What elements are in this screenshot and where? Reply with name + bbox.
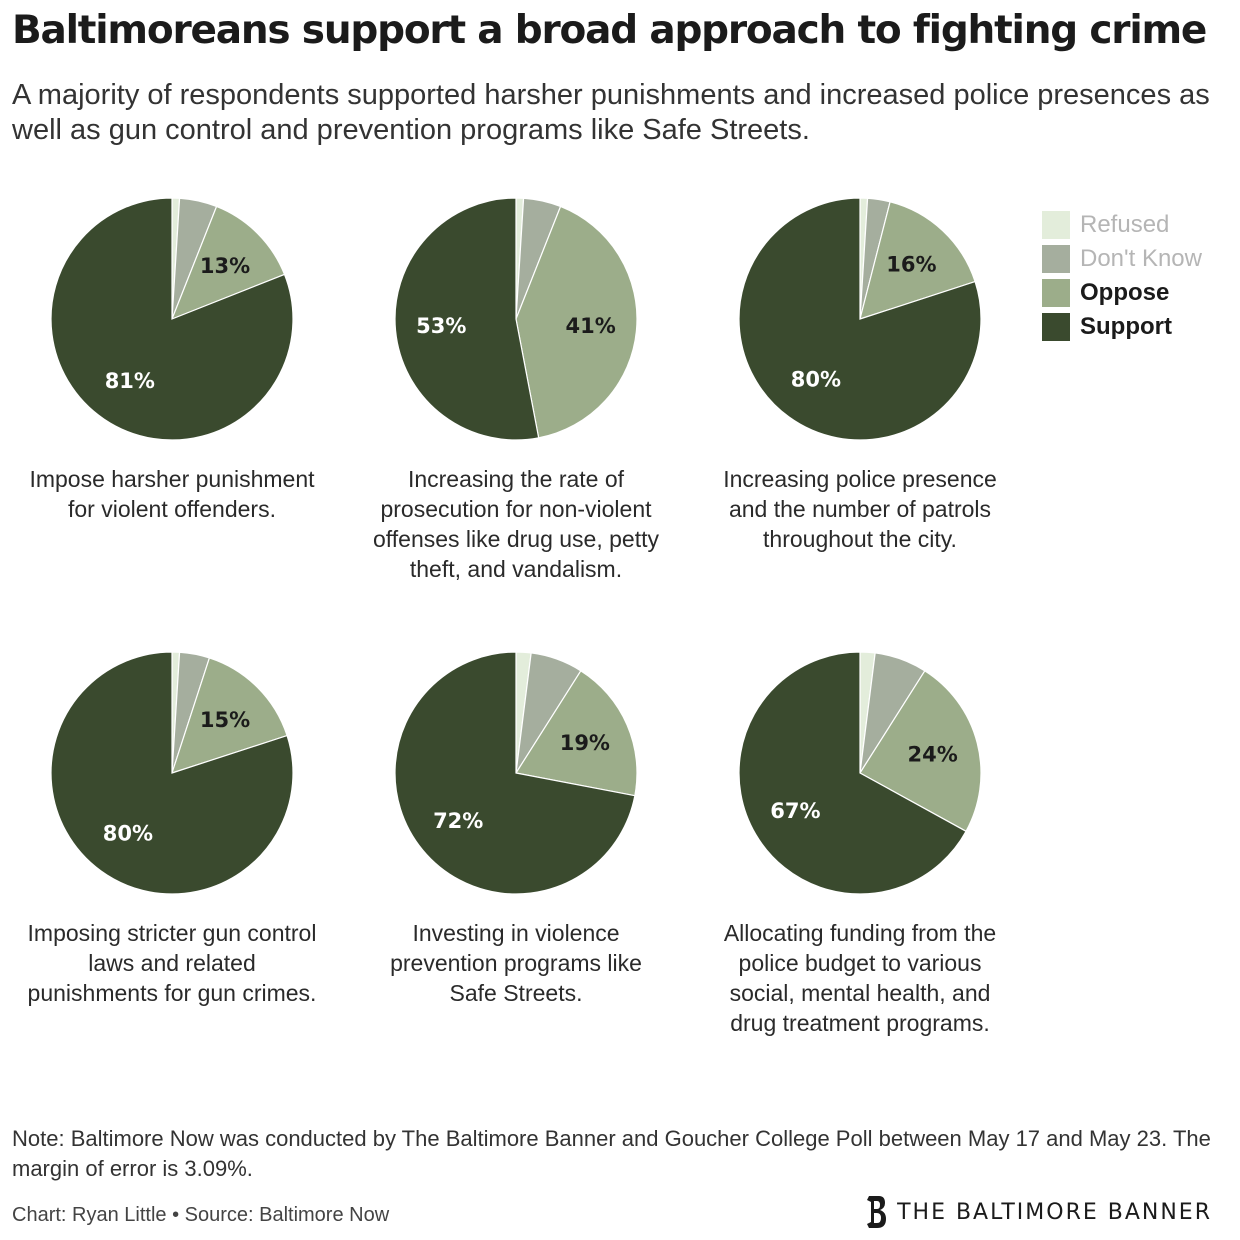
pie-1-slice-oppose bbox=[515, 205, 638, 439]
legend-label-oppose: Oppose bbox=[1080, 279, 1170, 306]
pie-3-label-oppose: 15% bbox=[200, 708, 250, 732]
pie-chart-4: 19% 72% Investing in violence prevention … bbox=[356, 650, 676, 1008]
pie-chart-0: 13% 81% Impose harsher punishment for vio… bbox=[12, 196, 332, 524]
pie-caption-4: Investing in violence prevention program… bbox=[390, 920, 642, 1006]
pie-5-slice-oppose bbox=[859, 670, 982, 833]
pie-5-slice-support bbox=[738, 651, 967, 895]
pie-4-slice-support bbox=[394, 651, 636, 895]
pie-5-label-oppose: 24% bbox=[908, 742, 958, 766]
banner-logo-icon bbox=[867, 1196, 887, 1228]
pie-2-slice-support bbox=[738, 197, 982, 441]
pie-chart-3: 15% 80% Imposing stricter gun control law… bbox=[12, 650, 332, 1008]
legend-swatch-oppose bbox=[1042, 279, 1070, 307]
pie-1-label-oppose: 41% bbox=[566, 314, 616, 338]
pie-0-label-support: 81% bbox=[105, 369, 155, 393]
brand-name: THE BALTIMORE BANNER bbox=[897, 1199, 1212, 1225]
legend-swatch-refused bbox=[1042, 211, 1070, 239]
legend-item-oppose: Oppose bbox=[1042, 276, 1202, 310]
pie-svg-4: 19% 72% bbox=[394, 651, 638, 895]
pie-0-label-oppose: 13% bbox=[200, 254, 250, 278]
brand-logo: THE BALTIMORE BANNER bbox=[865, 1194, 1212, 1230]
pie-caption-0: Impose harsher punishment for violent of… bbox=[29, 466, 315, 522]
pie-chart-2: 16% 80% Increasing police presence and th… bbox=[700, 196, 1020, 554]
pie-5-label-support: 67% bbox=[770, 799, 820, 823]
footnote: Note: Baltimore Now was conducted by The… bbox=[12, 1126, 1211, 1181]
pie-caption-2: Increasing police presence and the numbe… bbox=[723, 466, 997, 552]
pie-caption-3: Imposing stricter gun control laws and r… bbox=[27, 920, 317, 1006]
pie-svg-1: 41% 53% bbox=[394, 197, 638, 441]
legend-item-refused: Refused bbox=[1042, 208, 1202, 242]
pie-chart-1: 41% 53% Increasing the rate of prosecutio… bbox=[356, 196, 676, 584]
pie-2-slice-oppose bbox=[859, 201, 976, 320]
legend-swatch-dont-know bbox=[1042, 245, 1070, 273]
pie-2-label-oppose: 16% bbox=[886, 252, 936, 276]
chart-title: Baltimoreans support a broad approach to… bbox=[12, 8, 1207, 53]
chart-credit: Chart: Ryan Little • Source: Baltimore N… bbox=[12, 1204, 390, 1226]
legend-item-support: Support bbox=[1042, 310, 1202, 344]
pie-caption-1: Increasing the rate of prosecution for n… bbox=[373, 466, 659, 582]
pie-svg-5: 24% 67% bbox=[738, 651, 982, 895]
pie-svg-0: 13% 81% bbox=[50, 197, 294, 441]
pie-4-label-oppose: 19% bbox=[560, 731, 610, 755]
pie-0-slice-support bbox=[50, 197, 294, 441]
pie-svg-2: 16% 80% bbox=[738, 197, 982, 441]
pie-1-slice-support bbox=[394, 197, 540, 441]
legend-item-dont-know: Don't Know bbox=[1042, 242, 1202, 276]
legend-label-refused: Refused bbox=[1080, 211, 1170, 238]
pie-4-label-support: 72% bbox=[433, 809, 483, 833]
pie-3-slice-support bbox=[50, 651, 294, 895]
pie-chart-5: 24% 67% Allocating funding from the polic… bbox=[700, 650, 1020, 1038]
legend-swatch-support bbox=[1042, 313, 1070, 341]
pie-3-label-support: 80% bbox=[103, 822, 153, 846]
legend-label-dont-know: Don't Know bbox=[1080, 245, 1202, 272]
pie-0-slice-oppose bbox=[170, 205, 286, 321]
pie-4-slice-oppose bbox=[515, 670, 638, 797]
pie-3-slice-oppose bbox=[171, 657, 288, 774]
legend-label-support: Support bbox=[1080, 313, 1172, 340]
pie-1-label-support: 53% bbox=[416, 314, 466, 338]
chart-subtitle: A majority of respondents supported hars… bbox=[12, 79, 1210, 146]
pie-caption-5: Allocating funding from the police budge… bbox=[723, 920, 997, 1036]
pie-2-label-support: 80% bbox=[791, 368, 841, 392]
legend: Refused Don't Know Oppose Support bbox=[1042, 208, 1202, 344]
pie-svg-3: 15% 80% bbox=[50, 651, 294, 895]
